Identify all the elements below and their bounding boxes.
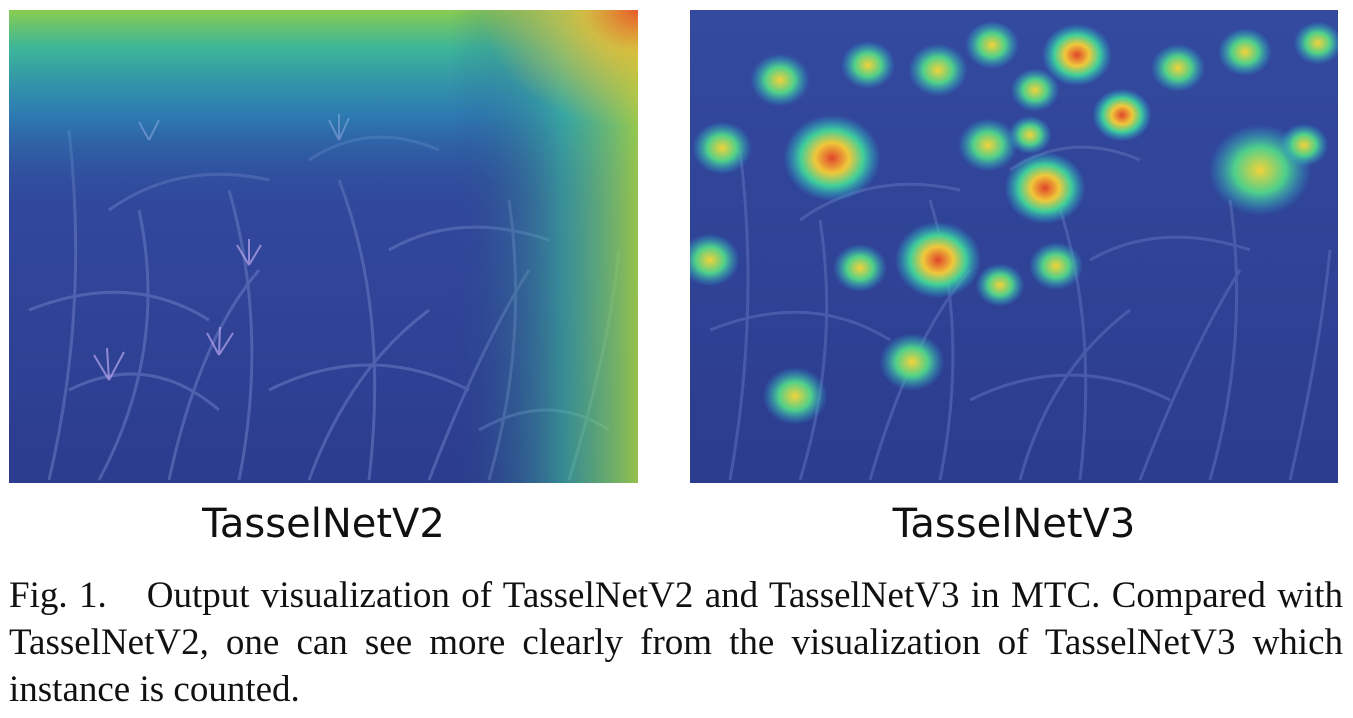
- hotspot-4: [965, 21, 1019, 69]
- panel-label-tasselnetv3: TasselNetV3: [892, 501, 1136, 547]
- hotspot-20: [894, 221, 982, 299]
- hotspot-5: [1041, 23, 1113, 87]
- panel-label-tasselnetv2: TasselNetV2: [202, 501, 445, 547]
- hotspot-13: [692, 121, 752, 175]
- caption-text: Output visualization of TasselNetV2 and …: [9, 575, 1343, 710]
- figure-number: Fig. 1.: [9, 575, 107, 616]
- hotspot-6: [1151, 44, 1205, 92]
- hotspot-11: [958, 118, 1018, 172]
- hotspot-23: [879, 333, 945, 391]
- instance-hotspots: [690, 21, 1338, 425]
- hotspot-1: [750, 53, 810, 107]
- hotspot-22: [1029, 242, 1083, 290]
- hotspot-15: [1004, 152, 1086, 224]
- hotspot-7: [1218, 28, 1272, 76]
- tasselnetv2-heatmap: [9, 10, 638, 483]
- hotspot-10: [1092, 88, 1152, 142]
- hotspot-3: [908, 43, 968, 97]
- tasselnetv3-visualization-image: [690, 10, 1338, 483]
- hotspot-8: [1293, 21, 1338, 65]
- hotspot-14: [783, 114, 881, 202]
- hotspot-12: [1008, 115, 1052, 155]
- tasselnetv2-visualization-image: [9, 10, 638, 483]
- figure-caption: Fig. 1. Output visualization of TasselNet…: [9, 572, 1343, 713]
- hotspot-17: [1279, 123, 1329, 167]
- hotspot-18: [690, 233, 740, 287]
- tasselnetv3-heatmap: [690, 10, 1338, 483]
- hotspot-19: [833, 244, 887, 292]
- hotspot-21: [975, 263, 1025, 307]
- hotspot-2: [841, 41, 895, 89]
- hotspot-24: [762, 367, 828, 425]
- hotspot-9: [1010, 68, 1060, 112]
